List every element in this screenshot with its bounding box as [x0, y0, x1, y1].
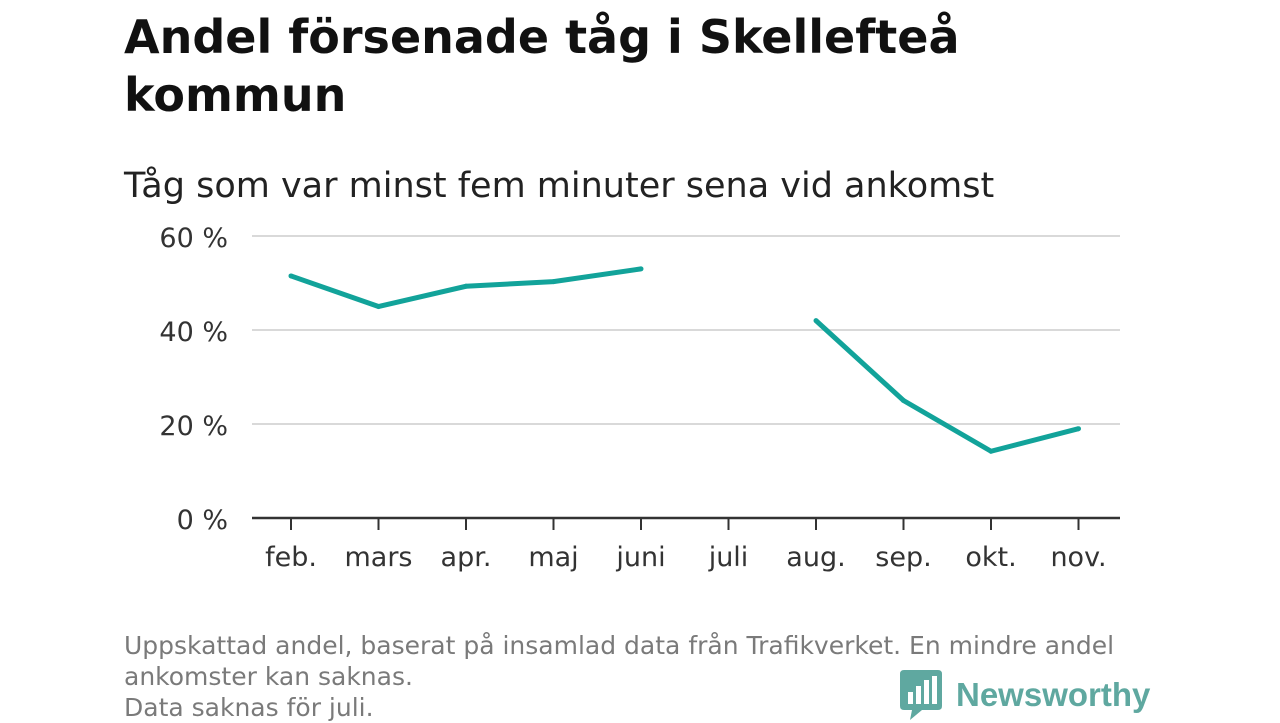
- x-tick-label: juli: [708, 542, 749, 573]
- data-point: [288, 273, 294, 279]
- x-tick-label: okt.: [965, 542, 1016, 573]
- data-point: [901, 398, 906, 403]
- footnote-line: ankomster kan saknas.: [124, 662, 413, 691]
- brand-name: Newsworthy: [956, 676, 1151, 713]
- footnote: Uppskattad andel, baserat på insamlad da…: [124, 630, 1164, 723]
- data-point: [463, 283, 469, 289]
- footnote-line: Uppskattad andel, baserat på insamlad da…: [124, 631, 1115, 660]
- x-tick-label: mars: [344, 542, 412, 573]
- data-point: [988, 448, 994, 454]
- x-tick-label: maj: [528, 542, 578, 573]
- y-tick-label: 40 %: [159, 317, 228, 348]
- series-line: [814, 318, 1080, 454]
- newsworthy-logo-icon: [900, 670, 942, 720]
- x-tick-label: apr.: [441, 542, 492, 573]
- data-point: [638, 266, 644, 272]
- y-tick-label: 0 %: [177, 505, 228, 536]
- data-point: [551, 279, 556, 285]
- data-point: [813, 318, 819, 324]
- data-point: [376, 304, 381, 309]
- y-tick-label: 20 %: [159, 411, 228, 442]
- footnote-line: Data saknas för juli.: [124, 693, 374, 722]
- chart-title: Andel försenade tåg i Skellefteå kommun: [124, 10, 960, 122]
- x-tick-label: juni: [615, 542, 665, 573]
- x-tick-label: sep.: [875, 542, 931, 573]
- y-tick-label: 60 %: [159, 223, 228, 254]
- chart-subtitle: Tåg som var minst fem minuter sena vid a…: [124, 166, 995, 206]
- brand: Newsworthy: [900, 670, 1150, 720]
- x-tick-label: aug.: [786, 542, 845, 573]
- x-tick-label: feb.: [265, 542, 317, 573]
- x-tick-label: nov.: [1050, 542, 1106, 573]
- data-point: [1076, 426, 1081, 432]
